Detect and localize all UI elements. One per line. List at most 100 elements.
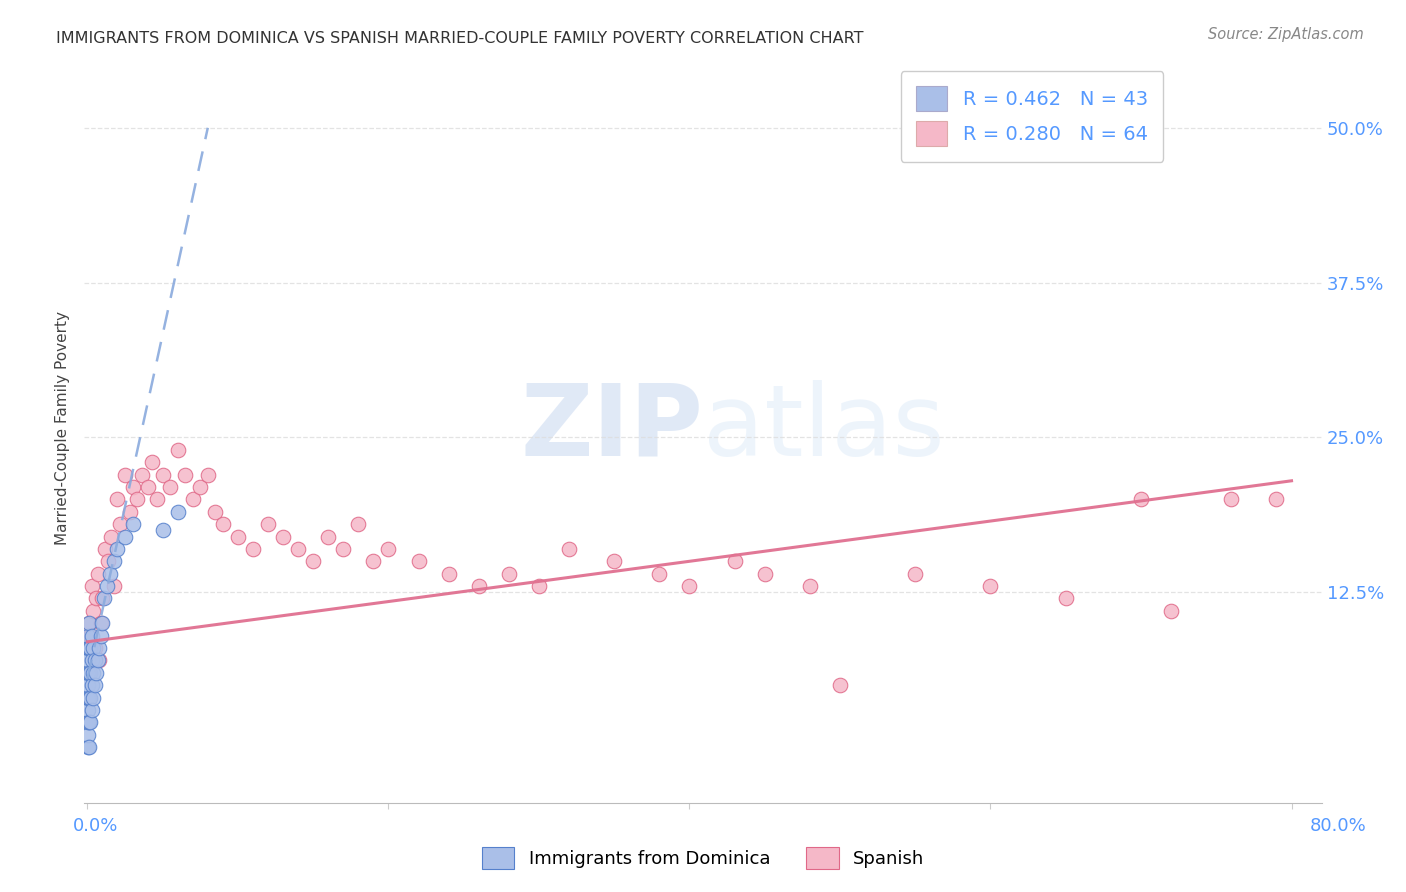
Point: [79, 665, 101, 680]
Point: [118, 505, 141, 519]
Point: [467, 579, 489, 593]
Point: [77, 640, 100, 655]
Point: [77, 740, 100, 755]
Point: [979, 579, 1001, 593]
Point: [77, 629, 100, 643]
Point: [97, 554, 120, 568]
Point: [152, 524, 174, 538]
Point: [77, 616, 100, 631]
Point: [558, 541, 581, 556]
Point: [1130, 492, 1153, 507]
Point: [94, 541, 117, 556]
Point: [114, 529, 136, 543]
Point: [498, 566, 520, 581]
Point: [121, 517, 143, 532]
Point: [332, 541, 354, 556]
Point: [77, 616, 100, 631]
Point: [754, 566, 776, 581]
Point: [363, 554, 385, 568]
Point: [110, 517, 132, 532]
Point: [1265, 492, 1288, 507]
Point: [87, 566, 110, 581]
Text: Source: ZipAtlas.com: Source: ZipAtlas.com: [1208, 27, 1364, 42]
Point: [211, 517, 233, 532]
Point: [377, 541, 399, 556]
Point: [90, 616, 112, 631]
Point: [159, 480, 181, 494]
Point: [80, 678, 103, 692]
Legend: Immigrants from Dominica, Spanish: Immigrants from Dominica, Spanish: [472, 838, 934, 879]
Point: [96, 579, 118, 593]
Point: [77, 690, 100, 705]
Point: [89, 653, 111, 667]
Text: ZIP: ZIP: [520, 380, 703, 476]
Point: [131, 467, 153, 482]
Point: [83, 653, 105, 667]
Point: [527, 579, 550, 593]
Point: [80, 629, 103, 643]
Legend: R = 0.462   N = 43, R = 0.280   N = 64: R = 0.462 N = 43, R = 0.280 N = 64: [900, 70, 1163, 161]
Point: [91, 616, 114, 631]
Point: [86, 591, 108, 606]
Point: [1160, 604, 1182, 618]
Point: [166, 505, 188, 519]
Point: [125, 492, 148, 507]
Y-axis label: Married-Couple Family Poverty: Married-Couple Family Poverty: [55, 311, 70, 545]
Point: [87, 653, 110, 667]
Point: [93, 591, 115, 606]
Point: [648, 566, 671, 581]
Point: [347, 517, 370, 532]
Point: [103, 579, 125, 593]
Point: [302, 554, 325, 568]
Point: [77, 728, 100, 742]
Point: [77, 703, 100, 717]
Point: [100, 529, 122, 543]
Point: [603, 554, 626, 568]
Point: [242, 541, 264, 556]
Point: [226, 529, 249, 543]
Point: [136, 480, 159, 494]
Point: [257, 517, 280, 532]
Point: [82, 665, 104, 680]
Point: [82, 690, 104, 705]
Point: [77, 740, 100, 755]
Point: [79, 629, 101, 643]
Point: [82, 604, 104, 618]
Point: [174, 467, 197, 482]
Point: [437, 566, 460, 581]
Point: [152, 467, 174, 482]
Point: [287, 541, 309, 556]
Point: [79, 690, 101, 705]
Point: [145, 492, 167, 507]
Point: [80, 653, 103, 667]
Point: [80, 703, 103, 717]
Point: [98, 566, 121, 581]
Text: 0.0%: 0.0%: [73, 817, 118, 835]
Point: [141, 455, 163, 469]
Point: [90, 629, 112, 643]
Point: [799, 579, 821, 593]
Point: [904, 566, 927, 581]
Point: [197, 467, 219, 482]
Point: [1220, 492, 1243, 507]
Point: [82, 640, 104, 655]
Text: IMMIGRANTS FROM DOMINICA VS SPANISH MARRIED-COUPLE FAMILY POVERTY CORRELATION CH: IMMIGRANTS FROM DOMINICA VS SPANISH MARR…: [56, 31, 863, 46]
Text: atlas: atlas: [703, 380, 945, 476]
Point: [316, 529, 339, 543]
Point: [86, 665, 108, 680]
Point: [77, 653, 100, 667]
Point: [83, 640, 105, 655]
Point: [77, 640, 100, 655]
Point: [188, 480, 211, 494]
Point: [181, 492, 204, 507]
Point: [271, 529, 294, 543]
Point: [114, 467, 136, 482]
Point: [77, 678, 100, 692]
Point: [79, 715, 101, 730]
Point: [77, 665, 100, 680]
Point: [91, 591, 114, 606]
Point: [408, 554, 430, 568]
Point: [107, 492, 129, 507]
Point: [89, 640, 111, 655]
Point: [723, 554, 745, 568]
